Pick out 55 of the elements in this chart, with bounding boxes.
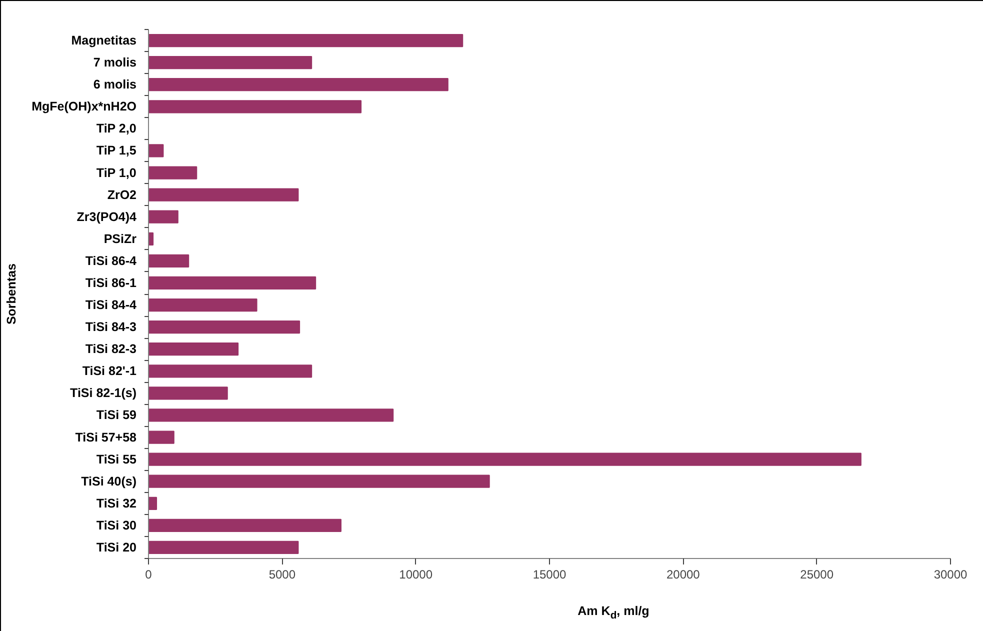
- x-tick-label: 25000: [800, 568, 834, 582]
- y-tick-label: 6 molis: [93, 78, 137, 92]
- y-tick-label: TiSi 82-1(s): [70, 386, 137, 400]
- bar: [148, 540, 299, 554]
- y-tick-label: TiSi 20: [96, 540, 137, 554]
- y-tick-label: MgFe(OH)x*nH2O: [32, 100, 137, 114]
- y-tick-label: TiSi 32: [96, 496, 137, 510]
- y-tick-label: TiSi 82'-1: [82, 364, 137, 378]
- x-tick-label: 0: [145, 568, 152, 582]
- bar: [148, 78, 448, 92]
- y-tick-label: TiP 1,5: [96, 144, 136, 158]
- bar: [148, 518, 342, 532]
- bar: [148, 188, 299, 202]
- bar: [148, 342, 239, 356]
- x-tick-label: 10000: [399, 568, 433, 582]
- bar: [148, 408, 394, 422]
- bar: [148, 430, 174, 444]
- bar: [148, 320, 300, 334]
- y-tick-label: TiSi 30: [96, 518, 137, 532]
- bar: [148, 254, 190, 268]
- bar: [148, 474, 490, 488]
- x-tick-label: 15000: [532, 568, 567, 582]
- x-tick-label: 5000: [268, 568, 296, 582]
- bar: [148, 100, 362, 114]
- y-tick-label: 7 molis: [93, 56, 137, 70]
- y-tick-label: TiP 2,0: [96, 122, 136, 136]
- bar: [148, 452, 862, 466]
- y-tick-label: TiSi 59: [96, 408, 137, 422]
- bar: [148, 276, 316, 290]
- y-tick-label: TiSi 40(s): [81, 474, 137, 488]
- y-tick-label: PSiZr: [104, 232, 137, 246]
- bar: [148, 364, 312, 378]
- y-tick-label: TiSi 82-3: [85, 342, 137, 356]
- bar: [148, 144, 164, 158]
- bar: [148, 496, 158, 510]
- bar: [148, 298, 258, 312]
- y-axis-title: Sorbentas: [4, 263, 19, 325]
- bar: [148, 166, 198, 180]
- y-tick-label: Magnetitas: [71, 34, 137, 48]
- y-tick-label: TiSi 84-3: [85, 320, 137, 334]
- y-tick-label: TiSi 86-4: [85, 254, 137, 268]
- bar: [148, 210, 178, 224]
- y-tick-label: TiSi 84-4: [85, 298, 137, 312]
- y-tick-label: TiSi 86-1: [85, 276, 137, 290]
- bar: [148, 56, 312, 70]
- x-axis-title: Am K$_{d}$, ml/g: [578, 603, 650, 624]
- y-tick-label: TiSi 57+58: [75, 430, 137, 444]
- bar: [148, 386, 228, 400]
- x-tick-label: 30000: [934, 568, 968, 582]
- y-tick-label: Zr3(PO4)4: [76, 210, 137, 224]
- y-tick-label: ZrO2: [107, 188, 137, 202]
- y-tick-label: TiSi 55: [96, 452, 137, 466]
- y-tick-label: TiP 1,0: [96, 166, 136, 180]
- bar: [148, 34, 464, 48]
- x-tick-label: 20000: [666, 568, 700, 582]
